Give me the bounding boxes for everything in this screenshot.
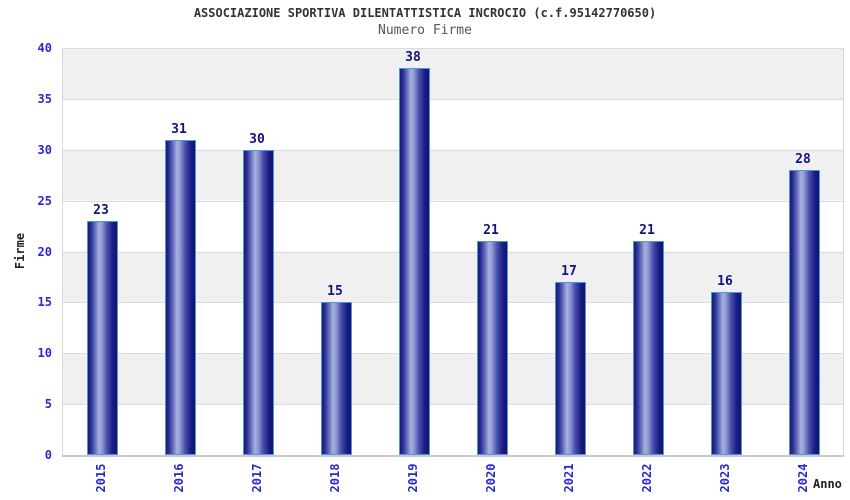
x-tick-label-2023: 2023 [718,463,732,493]
y-tick-label-10: 10 [37,346,52,361]
value-label-2024: 28 [795,152,811,168]
chart-subtitle: Numero Firme [378,23,472,38]
y-tick-label-40: 40 [37,41,52,55]
value-label-2023: 16 [717,274,733,290]
gridline-y10 [63,353,843,355]
plot-area [62,48,844,455]
x-axis-line [62,455,844,457]
x-tick-label-2015: 2015 [94,463,108,493]
y-tick-label-30: 30 [37,142,52,157]
gridline-y15 [63,302,843,304]
gridline-y5 [63,404,843,406]
chart-title: ASSOCIAZIONE SPORTIVA DILENTATTISTICA IN… [193,6,657,20]
gridline-y35 [63,98,843,100]
bar-2018 [320,302,352,455]
bar-2016 [164,139,196,455]
bar-2017 [242,149,274,455]
value-label-2016: 31 [171,121,187,137]
y-tick-label-15: 15 [37,295,52,310]
x-tick-label-2021: 2021 [562,463,576,493]
bar-2019 [398,68,430,455]
x-tick-label-2022: 2022 [640,463,654,493]
x-tick-label-2024: 2024 [796,463,810,493]
value-label-2015: 23 [93,202,109,218]
gridline-y25 [63,200,843,202]
value-label-2021: 17 [561,264,577,280]
y-tick-label-35: 35 [37,91,52,106]
bar-2022 [632,241,664,455]
x-tick-label-2020: 2020 [484,463,498,493]
bar-2020 [476,241,508,455]
bar-2021 [554,282,586,455]
value-label-2017: 30 [249,131,265,147]
value-label-2019: 38 [405,50,421,66]
x-tick-label-2018: 2018 [328,463,342,493]
value-label-2022: 21 [639,223,655,239]
y-tick-label-0: 0 [44,448,52,462]
value-label-2020: 21 [483,223,499,239]
x-axis-title: Anno [813,477,842,491]
x-tick-label-2017: 2017 [250,463,264,493]
bar-2015 [86,220,118,455]
bar-2023 [710,292,742,455]
x-tick-label-2016: 2016 [172,463,186,493]
gridline-y40 [63,48,843,49]
value-label-2018: 15 [327,284,343,300]
y-tick-label-20: 20 [37,244,52,259]
x-tick-label-2019: 2019 [406,463,420,493]
gridline-y30 [63,149,843,151]
bar-2024 [788,170,820,455]
gridline-y20 [63,251,843,253]
y-tick-label-5: 5 [44,397,52,412]
y-tick-label-25: 25 [37,193,52,208]
